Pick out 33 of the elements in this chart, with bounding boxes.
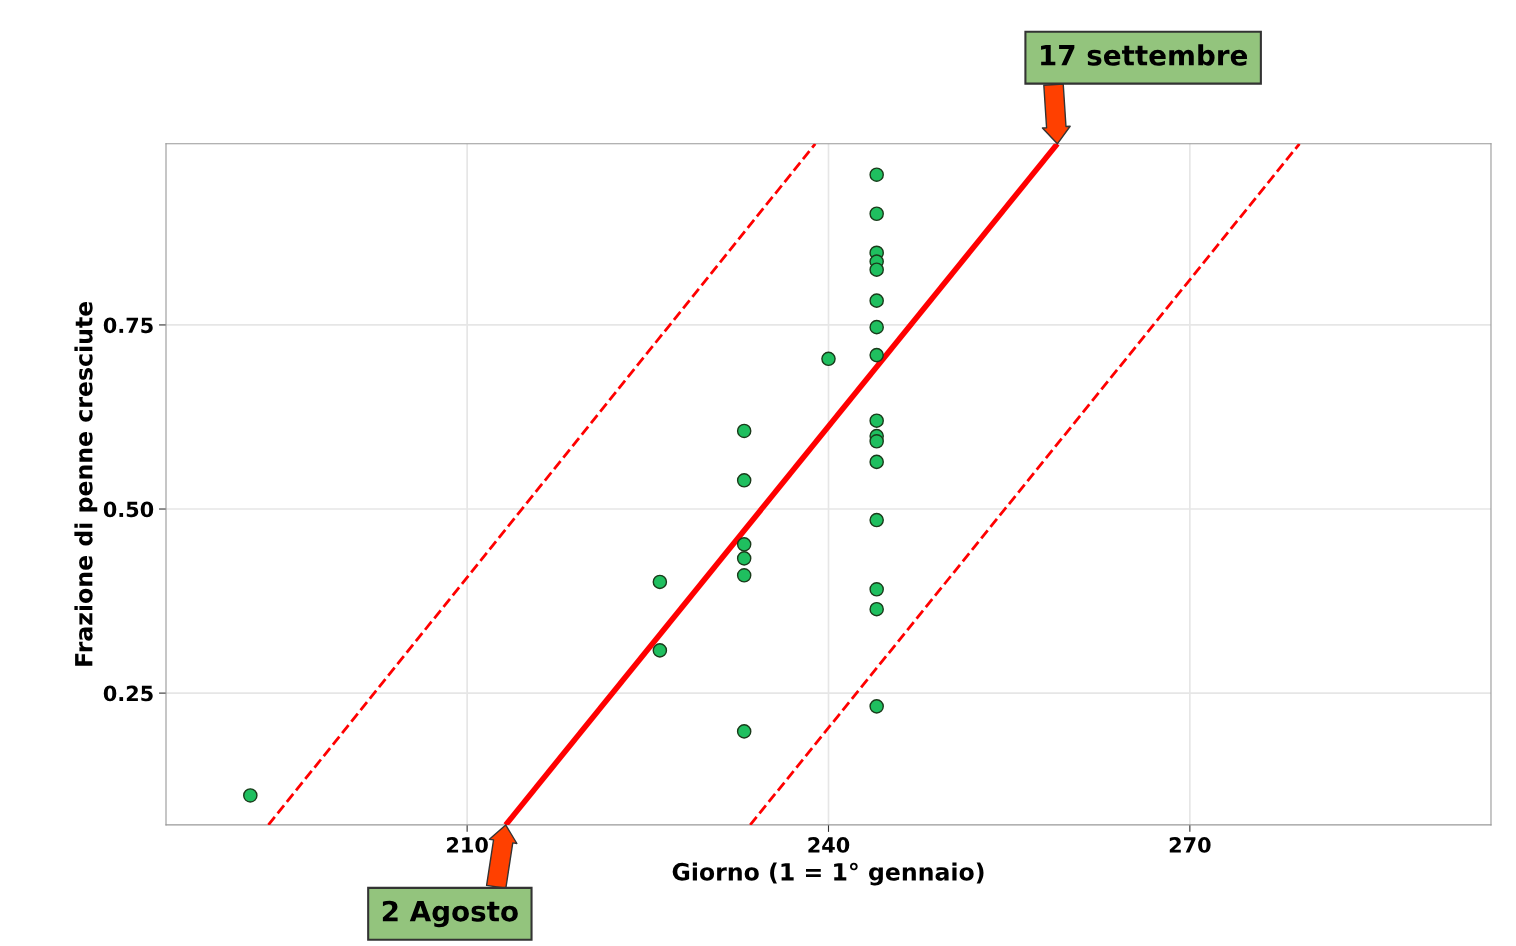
y-tick-label: 0.75: [103, 317, 153, 334]
point: [869, 167, 884, 183]
point: [869, 262, 884, 277]
y-axis-title: Frazione di penne cresciute: [74, 301, 98, 666]
x-axis-title: Giorno (1 = 1° gennaio): [672, 862, 984, 886]
point: [869, 293, 884, 308]
point: [869, 512, 884, 528]
x-tick-label: 240: [808, 837, 850, 853]
y-tick-label: 0.25: [103, 685, 153, 702]
point: [821, 351, 836, 367]
x-tick-label: 270: [1169, 837, 1211, 853]
point: [869, 601, 884, 617]
point: [736, 568, 752, 583]
point: [736, 724, 752, 739]
point: [869, 413, 884, 428]
point: [869, 699, 884, 714]
point: [869, 206, 884, 222]
point: [652, 574, 668, 590]
annotation: 2 Agosto: [382, 900, 518, 928]
point: [243, 788, 258, 803]
point: [869, 581, 884, 597]
x-tick-label: 210: [447, 837, 488, 853]
point: [736, 423, 752, 439]
point: [869, 454, 884, 470]
point: [736, 537, 752, 552]
point: [736, 473, 752, 488]
point: [869, 433, 884, 449]
point: [869, 347, 884, 363]
point: [869, 319, 884, 335]
annotation: 17 settembre: [1041, 44, 1248, 66]
point: [652, 643, 668, 658]
y-tick-label: 0.50: [103, 501, 154, 518]
point: [736, 551, 752, 566]
